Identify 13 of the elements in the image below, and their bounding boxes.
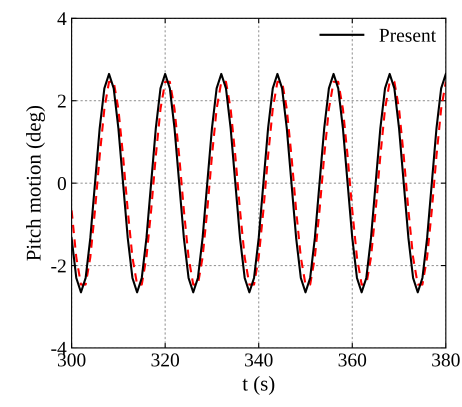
y-tick-label: -4: [51, 342, 66, 355]
y-tick-label: 0: [58, 176, 66, 190]
x-tick-label: 320: [152, 353, 180, 367]
x-tick-label: 360: [338, 353, 366, 367]
y-tick-label: -2: [51, 259, 66, 272]
x-tick-label: 340: [245, 353, 273, 367]
x-tick-label: 300: [58, 353, 86, 367]
y-tick-label: 4: [57, 12, 66, 26]
x-tick-label: 380: [432, 353, 460, 367]
y-tick-label: 2: [58, 94, 66, 108]
x-axis-title: t (s): [242, 376, 274, 395]
y-axis-title: Pitch motion (deg): [26, 106, 45, 261]
legend-label: Present: [379, 28, 436, 42]
